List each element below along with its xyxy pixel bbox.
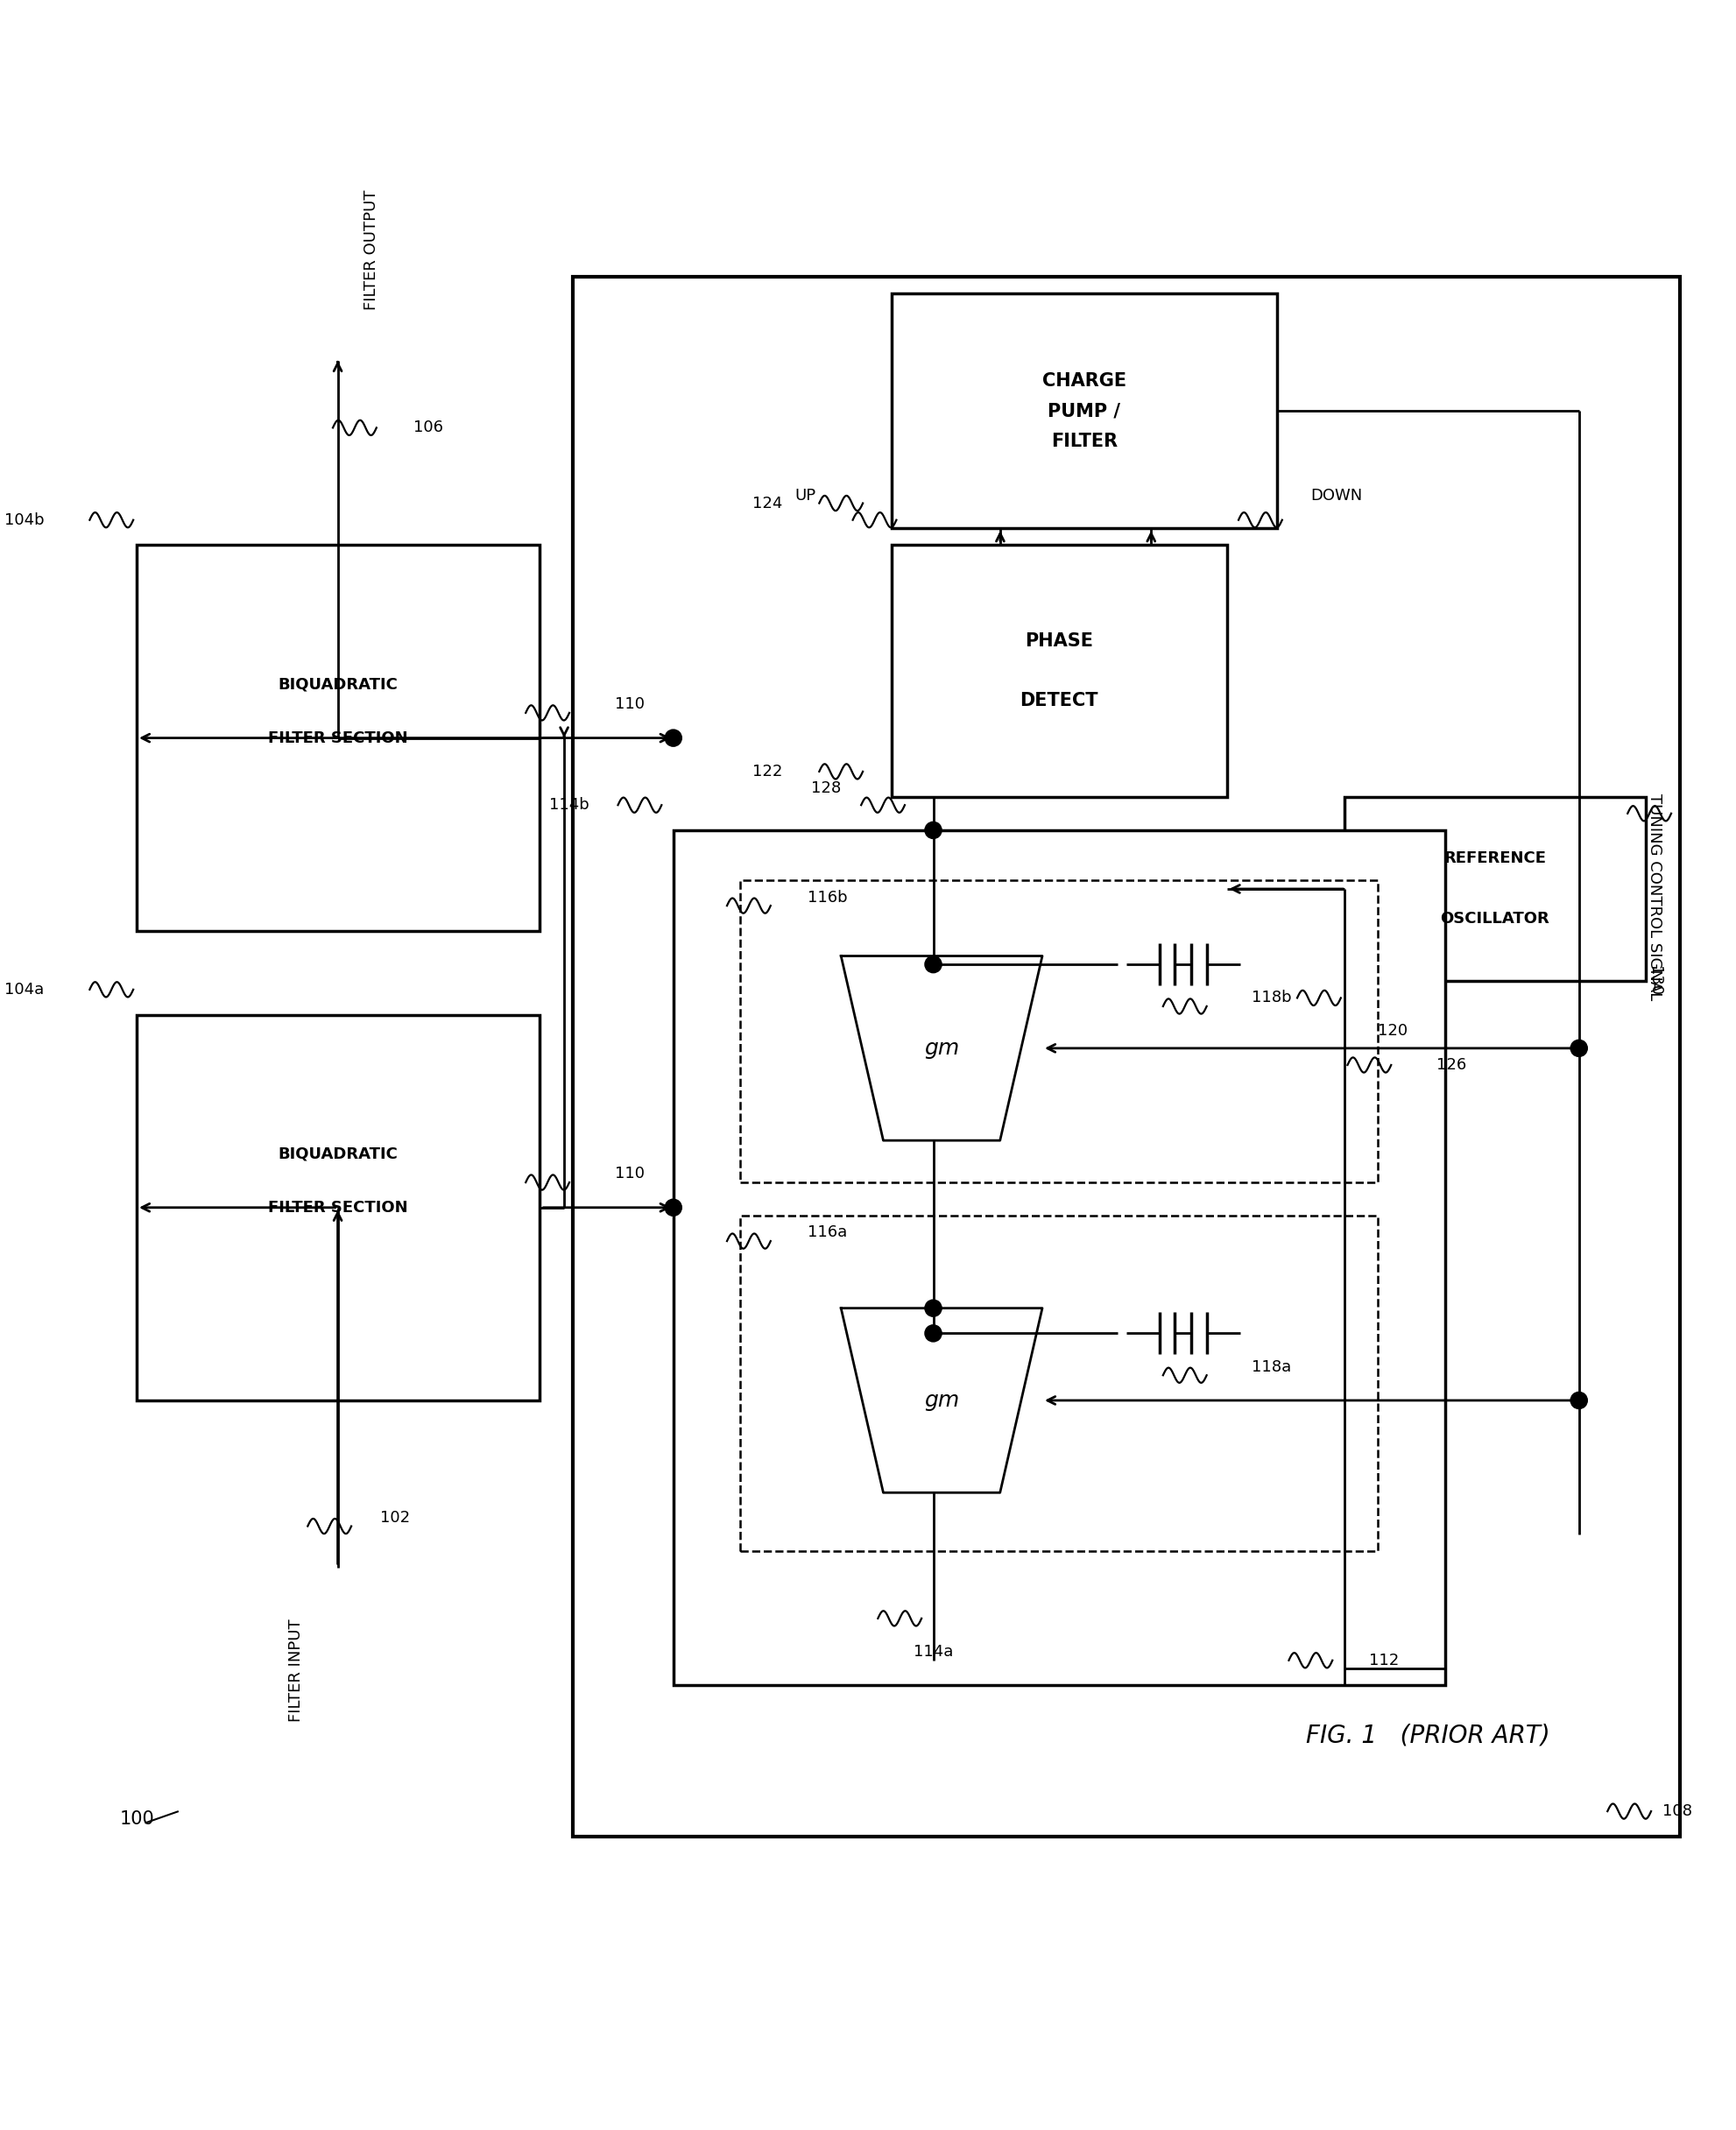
Circle shape <box>925 956 941 973</box>
Bar <box>573 277 1680 1836</box>
Text: PHASE: PHASE <box>1024 633 1094 650</box>
Bar <box>891 545 1227 797</box>
Bar <box>740 1216 1378 1551</box>
Polygon shape <box>840 1308 1042 1493</box>
Text: PUMP /: PUMP / <box>1049 403 1120 420</box>
Text: 116b: 116b <box>807 890 847 905</box>
Text: 100: 100 <box>120 1810 155 1828</box>
Text: 114a: 114a <box>913 1644 953 1659</box>
Text: 102: 102 <box>380 1510 410 1525</box>
Text: CHARGE: CHARGE <box>1042 373 1127 390</box>
Text: 116a: 116a <box>807 1225 847 1240</box>
Text: DOWN: DOWN <box>1311 488 1363 503</box>
Text: 118b: 118b <box>1252 990 1292 1005</box>
Text: 104b: 104b <box>5 511 45 528</box>
Text: BIQUADRATIC: BIQUADRATIC <box>278 677 398 692</box>
Text: REFERENCE: REFERENCE <box>1444 850 1547 867</box>
Text: 126: 126 <box>1436 1056 1467 1074</box>
Text: 118a: 118a <box>1252 1359 1292 1374</box>
Text: FIG. 1   (PRIOR ART): FIG. 1 (PRIOR ART) <box>1305 1723 1550 1749</box>
Bar <box>1344 797 1646 982</box>
Text: 106: 106 <box>413 420 443 437</box>
Bar <box>137 1014 540 1399</box>
Text: FILTER INPUT: FILTER INPUT <box>288 1619 304 1721</box>
Circle shape <box>925 1325 941 1342</box>
Text: UP: UP <box>795 488 816 503</box>
Text: 130: 130 <box>1646 967 1663 997</box>
Text: BIQUADRATIC: BIQUADRATIC <box>278 1146 398 1161</box>
Text: 114b: 114b <box>549 797 590 814</box>
Circle shape <box>665 1199 682 1216</box>
Text: 124: 124 <box>752 496 783 511</box>
Circle shape <box>925 1299 941 1316</box>
Circle shape <box>925 822 941 839</box>
Text: OSCILLATOR: OSCILLATOR <box>1441 912 1550 927</box>
Text: gm: gm <box>924 1037 960 1059</box>
Circle shape <box>1571 1393 1587 1408</box>
Text: FILTER SECTION: FILTER SECTION <box>267 1199 408 1216</box>
Text: gm: gm <box>924 1391 960 1410</box>
Text: FILTER OUTPUT: FILTER OUTPUT <box>363 190 378 311</box>
Text: TUNING CONTROL SIGNAL: TUNING CONTROL SIGNAL <box>1646 794 1663 1001</box>
Text: 104a: 104a <box>5 982 45 997</box>
Text: 120: 120 <box>1378 1022 1408 1039</box>
Polygon shape <box>840 956 1042 1140</box>
Text: 122: 122 <box>752 765 783 780</box>
Bar <box>674 831 1444 1685</box>
Bar <box>891 294 1278 528</box>
Text: 112: 112 <box>1370 1653 1399 1668</box>
Text: 110: 110 <box>615 1165 644 1182</box>
Text: 110: 110 <box>615 697 644 711</box>
Text: 108: 108 <box>1663 1804 1693 1819</box>
Circle shape <box>1571 1039 1587 1056</box>
Text: DETECT: DETECT <box>1019 692 1099 709</box>
Text: 128: 128 <box>811 780 840 797</box>
Bar <box>740 880 1378 1182</box>
Circle shape <box>665 731 682 746</box>
Text: FILTER: FILTER <box>1050 432 1118 449</box>
Bar <box>137 545 540 931</box>
Text: FILTER SECTION: FILTER SECTION <box>267 731 408 746</box>
